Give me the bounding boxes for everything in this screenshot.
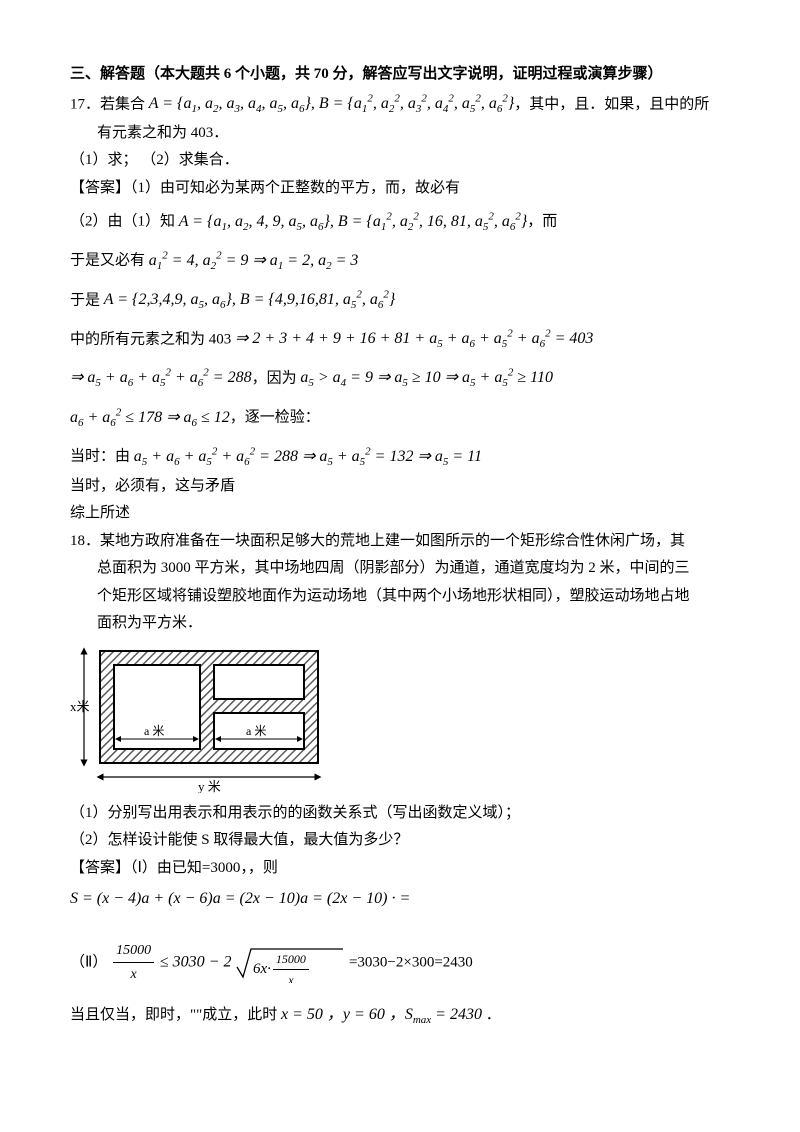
q17-line-c: （2）由（1）知 A = {a1, a2, 4, 9, a5, a6}, B =… [70,207,730,236]
q18-formula-final: x = 50 ，y = 60 ，Smax = 2430 [281,1006,482,1023]
q17-line-c-pre: （2）由（1）知 [70,214,179,230]
q17-formula-f: ⇒ 2 + 3 + 4 + 9 + 16 + 81 + a5 + a6 + a5… [235,330,593,347]
q17-line-h-tail: ，逐一检验： [230,410,320,426]
q17-line-d: 于是又必有 a12 = 4, a22 = 9 ⇒ a1 = 2, a2 = 3 [70,246,730,275]
q18-formula-s-math: S = (x − 4)a + (x − 6)a = (2x − 10)a = (… [70,890,410,907]
q17-formula-e: A = {2,3,4,9, a5, a6}, B = {4,9,16,81, a… [104,291,395,308]
q18-final-tail: ． [482,1007,501,1023]
diagram-a-label-1: a 米 [144,724,164,738]
q18-line2: 总面积为 3000 平方米，其中场地四周（阴影部分）为通道，通道宽度均为 2 米… [70,556,730,582]
q17-line-i-pre: 当时：由 [70,449,134,465]
q18-diagram: x米 y 米 a 米 a 米 [70,643,330,793]
q18-sub1: （1）分别写出用表示和用表示的的函数关系式（写出函数定义域）； [70,801,730,827]
q18-part2: （Ⅱ） 15000x ≤ 3030 − 2 6x·15000x =3030−2×… [70,939,730,988]
q17-tail: ，其中，且．如果，且中的所 [514,96,709,112]
q17-sub: （1）求； （2）求集合． [70,148,730,174]
q17-line-d-pre: 于是又必有 [70,253,149,269]
q18-formula-s: S = (x − 4)a + (x − 6)a = (2x − 10)a = (… [70,885,730,913]
q17-line-j: 当时，必须有，这与矛盾 [70,474,730,500]
q17-prefix: 17．若集合 [70,96,149,112]
q18-final: 当且仅当，即时，""成立，此时 x = 50 ，y = 60 ，Smax = 2… [70,1001,730,1030]
q18-line4: 面积为平方米． [70,611,730,637]
q18-part2-eq: =3030−2×300=2430 [349,954,473,970]
diagram-a-label-2: a 米 [246,724,266,738]
q17-line2: 有元素之和为 403． [70,121,730,147]
q17-line-i: 当时：由 a5 + a6 + a52 + a62 = 288 ⇒ a5 + a5… [70,442,730,471]
q18-sub2: （2）怎样设计能使 S 取得最大值，最大值为多少？ [70,828,730,854]
q17-formula-g: ⇒ a5 + a6 + a52 + a62 = 288 [70,369,252,386]
q17-formula-g2: a5 > a4 = 9 ⇒ a5 ≥ 10 ⇒ a5 + a52 ≥ 110 [300,369,553,386]
q18-final-pre: 当且仅当，即时，""成立，此时 [70,1007,281,1023]
q17-formula-c: A = {a1, a2, 4, 9, a5, a6}, B = {a12, a2… [179,213,527,230]
q18-part2-mid: ≤ 3030 − 2 [160,953,232,970]
diagram-y-label: y 米 [198,779,221,793]
q18-answer-label: 【答案】（Ⅰ）由已知=3000，，则 [70,856,730,882]
q17-formula-i: a5 + a6 + a52 + a62 = 288 ⇒ a5 + a52 = 1… [134,448,482,465]
q17-line-h: a6 + a62 ≤ 178 ⇒ a6 ≤ 12，逐一检验： [70,403,730,432]
q17-line1: 17．若集合 A = {a1, a2, a3, a4, a5, a6}, B =… [70,90,730,119]
q18-line3: 个矩形区域将铺设塑胶地面作为运动场地（其中两个小场地形状相同），塑胶运动场地占地 [70,584,730,610]
q17-formula-sets: A = {a1, a2, a3, a4, a5, a6}, B = {a12, … [149,95,514,112]
q17-formula-h: a6 + a62 ≤ 178 ⇒ a6 ≤ 12 [70,409,230,426]
q17-line-k: 综上所述 [70,501,730,527]
q18-part2-pre: （Ⅱ） [70,954,107,970]
q17-answer-label: 【答案】（1）由可知必为某两个正整数的平方，而，故必有 [70,176,730,202]
q17-line-g-mid: ，因为 [252,370,301,386]
q17-line-g: ⇒ a5 + a6 + a52 + a62 = 288，因为 a5 > a4 =… [70,364,730,393]
q18-line1: 18．某地方政府准备在一块面积足够大的荒地上建一如图所示的一个矩形综合性休闲广场… [70,529,730,555]
q17-line-e: 于是 A = {2,3,4,9, a5, a6}, B = {4,9,16,81… [70,286,730,315]
q17-formula-d: a12 = 4, a22 = 9 ⇒ a1 = 2, a2 = 3 [149,252,359,269]
q18-frac-1: 15000x [113,939,154,988]
q17-line-f-pre: 中的所有元素之和为 403 [70,331,235,347]
q18-sqrt: 6x·15000x [235,943,345,983]
q17-line-e-pre: 于是 [70,292,104,308]
q17-line-c-tail: ，而 [527,214,557,230]
section-header: 三、解答题（本大题共 6 个小题，共 70 分，解答应写出文字说明，证明过程或演… [70,62,730,88]
q17-line-f: 中的所有元素之和为 403 ⇒ 2 + 3 + 4 + 9 + 16 + 81 … [70,325,730,354]
diagram-x-label: x米 [70,699,90,714]
